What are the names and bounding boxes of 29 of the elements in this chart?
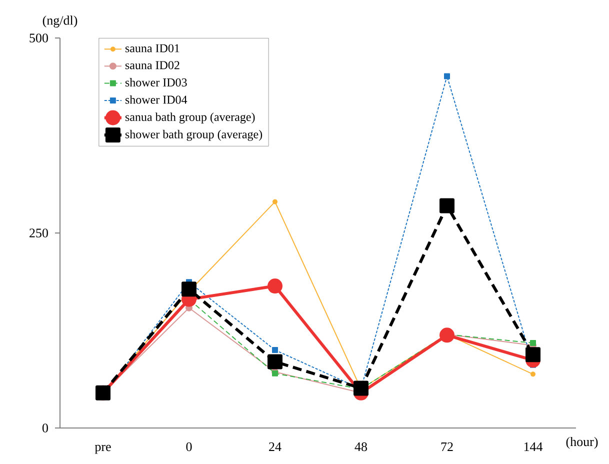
x-axis-title: (hour) — [566, 436, 598, 449]
point — [440, 198, 454, 214]
x-tick-label: 72 — [441, 442, 453, 451]
point — [268, 278, 282, 294]
legend-label: shower ID03 — [125, 78, 187, 86]
x-tick-label: pre — [94, 444, 111, 454]
point — [272, 199, 278, 204]
y-tick-label: 0 — [42, 424, 48, 432]
legend-label: sauna ID01 — [125, 44, 180, 52]
legend-label: sauna ID02 — [125, 61, 180, 70]
legend-label: sanua bath group (average) — [125, 112, 255, 124]
legend-label: shower ID04 — [125, 95, 188, 104]
point — [182, 282, 196, 297]
x-tick-label: 0 — [186, 442, 192, 452]
y-axis-title: (ng/dl) — [42, 16, 78, 28]
point — [440, 328, 454, 343]
x-tick-label: 24 — [269, 442, 282, 451]
point — [272, 347, 278, 353]
x-tick-label: 144 — [524, 442, 543, 451]
y-tick-label: 250 — [30, 228, 48, 238]
point — [530, 372, 536, 377]
x-tick-label: 48 — [354, 442, 368, 452]
y-tick-label: 500 — [30, 34, 48, 42]
point — [444, 73, 450, 80]
point — [525, 347, 540, 362]
point — [268, 354, 282, 370]
point — [530, 340, 536, 346]
point — [354, 380, 368, 396]
legend-label: shower bath group (average) — [125, 130, 262, 141]
